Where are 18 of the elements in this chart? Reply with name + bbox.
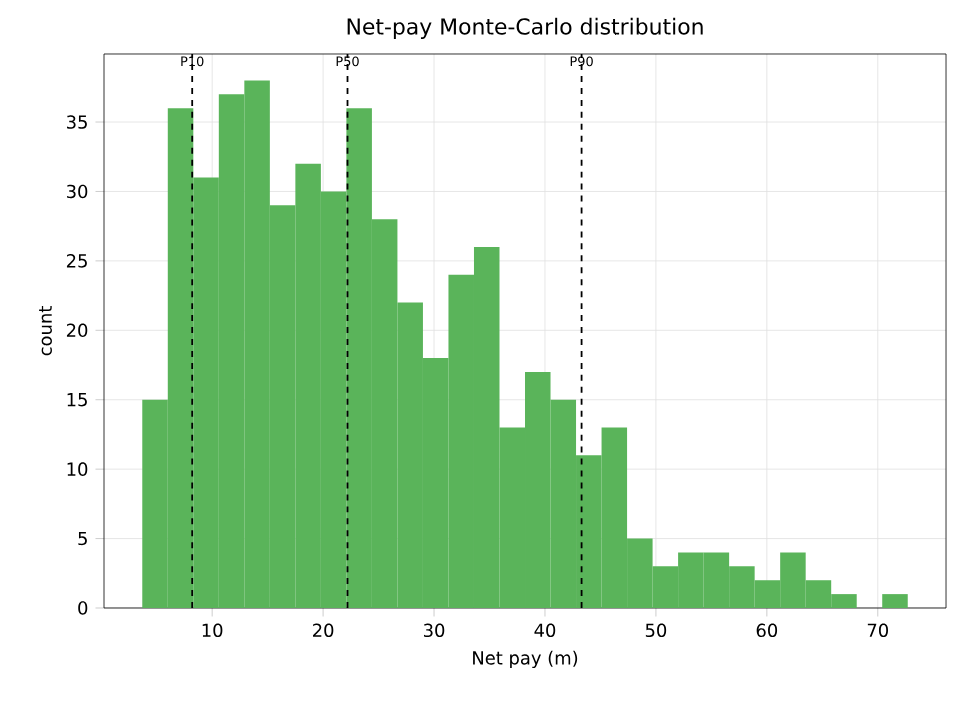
y-tick-label: 30 [67, 184, 88, 199]
x-tick-label: 60 [756, 623, 778, 638]
x-tick-label: 10 [202, 623, 223, 638]
x-axis-title: Net pay (m) [473, 650, 578, 669]
y-axis-title: count [39, 306, 52, 356]
y-tick-label: 5 [78, 531, 87, 546]
x-tick-label: 70 [867, 623, 889, 638]
y-tick-label: 10 [67, 462, 88, 476]
x-tick-label: 30 [424, 623, 445, 638]
y-tick-label: 15 [67, 393, 87, 407]
y-tick-label: 20 [66, 323, 88, 338]
y-tick-label: 0 [78, 601, 88, 615]
x-tick-label: 50 [645, 623, 667, 638]
chart-title: Net-pay Monte-Carlo distribution [347, 17, 703, 39]
y-tick-label: 25 [66, 254, 87, 268]
y-tick-label: 35 [67, 115, 87, 129]
x-tick-label: 20 [313, 623, 334, 638]
x-tick-label: 40 [534, 623, 556, 638]
